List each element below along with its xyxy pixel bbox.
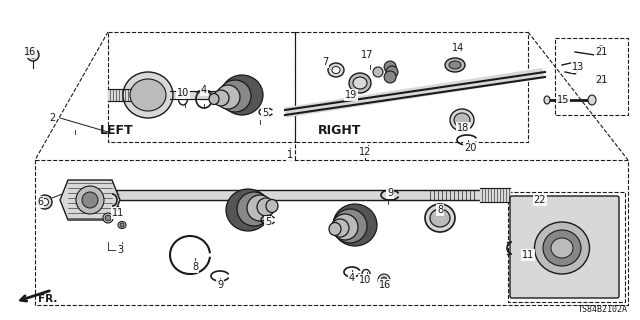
Text: 18: 18 [457, 123, 469, 133]
Ellipse shape [425, 204, 455, 232]
Ellipse shape [430, 209, 450, 227]
Text: 16: 16 [379, 280, 391, 290]
Text: 17: 17 [361, 50, 373, 60]
Text: TS84B2102A: TS84B2102A [578, 305, 628, 314]
Circle shape [386, 66, 398, 78]
Text: 16: 16 [24, 47, 36, 57]
Text: 12: 12 [359, 147, 371, 157]
Ellipse shape [332, 214, 358, 240]
Ellipse shape [588, 95, 596, 105]
Text: 11: 11 [522, 250, 534, 260]
Text: FR.: FR. [38, 294, 58, 304]
Circle shape [373, 67, 383, 77]
Ellipse shape [219, 80, 251, 112]
Circle shape [384, 61, 396, 73]
Ellipse shape [450, 109, 474, 131]
Ellipse shape [118, 221, 126, 228]
Text: 11: 11 [112, 208, 124, 218]
Circle shape [82, 192, 98, 208]
Ellipse shape [105, 215, 111, 221]
Ellipse shape [328, 63, 344, 77]
Ellipse shape [543, 230, 581, 266]
Text: LEFT: LEFT [100, 124, 134, 137]
Ellipse shape [247, 195, 273, 221]
Circle shape [384, 71, 396, 83]
Ellipse shape [544, 96, 550, 104]
Ellipse shape [445, 58, 465, 72]
Bar [170, 91, 245, 99]
Ellipse shape [257, 198, 275, 216]
Circle shape [378, 274, 390, 286]
Text: 15: 15 [557, 95, 569, 105]
Ellipse shape [332, 67, 340, 74]
Circle shape [598, 77, 604, 83]
Circle shape [596, 75, 606, 85]
Circle shape [30, 52, 36, 58]
Circle shape [381, 277, 387, 283]
Text: 2: 2 [49, 113, 55, 123]
Bar [480, 188, 510, 202]
Ellipse shape [333, 209, 367, 243]
Text: 4: 4 [201, 85, 207, 95]
Text: 8: 8 [192, 262, 198, 272]
Ellipse shape [349, 73, 371, 93]
Ellipse shape [329, 222, 341, 236]
Text: 20: 20 [464, 143, 476, 153]
Circle shape [27, 49, 39, 61]
Ellipse shape [551, 238, 573, 258]
Text: 4: 4 [349, 273, 355, 283]
Circle shape [38, 195, 52, 209]
Ellipse shape [221, 75, 263, 115]
Ellipse shape [331, 219, 349, 237]
Bar [285, 69, 543, 117]
Ellipse shape [209, 93, 219, 105]
Polygon shape [60, 180, 120, 220]
Ellipse shape [449, 61, 461, 69]
Ellipse shape [266, 199, 278, 212]
Ellipse shape [103, 213, 113, 223]
Text: 8: 8 [437, 205, 443, 215]
Text: 13: 13 [572, 62, 584, 72]
Text: 7: 7 [322, 57, 328, 67]
Text: 10: 10 [359, 275, 371, 285]
Ellipse shape [237, 192, 271, 226]
Text: 5: 5 [262, 108, 268, 118]
Ellipse shape [353, 77, 367, 89]
Text: 14: 14 [452, 43, 464, 53]
Ellipse shape [454, 113, 470, 127]
Bar [85, 190, 480, 200]
Text: 3: 3 [117, 245, 123, 255]
Text: 21: 21 [595, 47, 607, 57]
Ellipse shape [333, 204, 377, 246]
Ellipse shape [213, 90, 229, 106]
Circle shape [42, 198, 49, 205]
Text: 9: 9 [217, 280, 223, 290]
Ellipse shape [123, 72, 173, 118]
Text: 6: 6 [37, 197, 43, 207]
Ellipse shape [130, 79, 166, 111]
FancyBboxPatch shape [510, 196, 619, 298]
Text: 1: 1 [287, 150, 293, 160]
Text: 22: 22 [534, 195, 547, 205]
Text: 5: 5 [265, 217, 271, 227]
Ellipse shape [120, 223, 124, 227]
Text: RIGHT: RIGHT [318, 124, 362, 137]
Circle shape [76, 186, 104, 214]
Ellipse shape [216, 85, 240, 109]
Bar [108, 89, 136, 101]
Ellipse shape [226, 189, 270, 231]
Text: 19: 19 [345, 90, 357, 100]
Ellipse shape [534, 222, 589, 274]
Text: 10: 10 [177, 88, 189, 98]
Text: 9: 9 [387, 188, 393, 198]
Text: 21: 21 [595, 75, 607, 85]
